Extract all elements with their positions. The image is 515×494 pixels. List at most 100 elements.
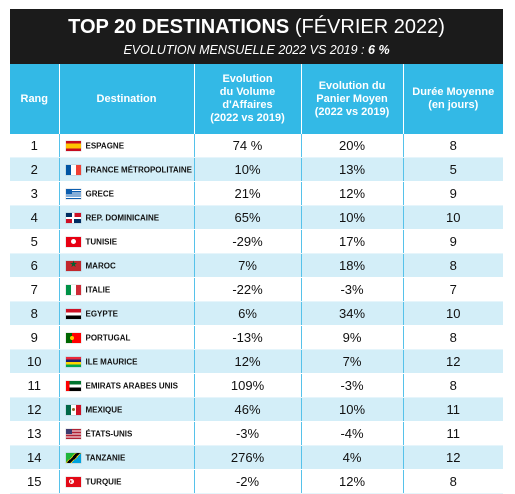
duration-cell: 8 xyxy=(403,373,503,398)
col-header-volume: Evolution du Volume d'Affaires (2022 vs … xyxy=(194,64,302,134)
volume-cell: -13% xyxy=(194,325,302,350)
table-row: 8 EGYPTE 6% 34% 10 xyxy=(10,301,503,326)
volume-cell: 276% xyxy=(194,445,302,470)
destination-cell: MEXIQUE xyxy=(59,397,195,422)
flag-italy-icon xyxy=(65,284,81,295)
destination-cell: ITALIE xyxy=(59,277,195,302)
volume-cell: 109% xyxy=(194,373,302,398)
header-row: Rang Destination Evolution du Volume d'A… xyxy=(10,64,503,134)
flag-greece-icon xyxy=(65,188,81,199)
flag-portugal-icon xyxy=(65,332,81,343)
table-row: 9 PORTUGAL -13% 9% 8 xyxy=(10,325,503,350)
rank-cell: 1 xyxy=(10,134,60,158)
duration-cell: 8 xyxy=(403,253,503,278)
rank-cell: 2 xyxy=(10,157,60,182)
basket-cell: -4% xyxy=(301,421,404,446)
flag-egypt-icon xyxy=(65,308,81,319)
rank-cell: 13 xyxy=(10,421,60,446)
table-row: 15 TURQUIE -2% 12% 8 xyxy=(10,469,503,494)
flag-morocco-icon xyxy=(65,259,81,271)
destination-name: GRECE xyxy=(85,189,114,198)
destination-name: ÉTATS-UNIS xyxy=(85,429,133,438)
rank-cell: 15 xyxy=(10,469,60,494)
title-banner: TOP 20 DESTINATIONS (FÉVRIER 2022) EVOLU… xyxy=(10,9,503,64)
table-row: 1 ESPAGNE 74 % 20% 8 xyxy=(10,134,503,158)
title-main: TOP 20 DESTINATIONS xyxy=(68,16,290,38)
volume-cell: -22% xyxy=(194,277,302,302)
basket-cell: 9% xyxy=(301,325,404,350)
volume-cell: -29% xyxy=(194,229,302,254)
duration-cell: 9 xyxy=(403,229,503,254)
destination-cell: TANZANIE xyxy=(59,445,195,470)
destination-cell: TURQUIE xyxy=(59,469,195,494)
destination-cell: MAROC xyxy=(59,253,195,278)
rank-cell: 3 xyxy=(10,181,60,206)
destination-name: TUNISIE xyxy=(85,237,118,246)
flag-france-icon xyxy=(65,164,81,175)
rank-cell: 10 xyxy=(10,349,60,374)
rank-cell: 4 xyxy=(10,205,60,230)
duration-cell: 10 xyxy=(403,205,503,230)
table-row: 3 GRECE 21% 12% 9 xyxy=(10,181,503,206)
destinations-table: Rang Destination Evolution du Volume d'A… xyxy=(10,64,503,494)
destination-cell: EMIRATS ARABES UNIS xyxy=(59,373,195,398)
flag-tunisia-icon xyxy=(65,236,81,247)
duration-cell: 11 xyxy=(403,421,503,446)
basket-cell: 10% xyxy=(301,397,404,422)
table-body: 1 ESPAGNE 74 % 20% 8 2 FRANCE MÉTROPOLITAINE 10… xyxy=(10,134,503,494)
basket-cell: 34% xyxy=(301,301,404,326)
table-row: 4 REP. DOMINICAINE 65% 10% 10 xyxy=(10,205,503,230)
destination-name: ESPAGNE xyxy=(85,141,125,150)
flag-mauritius-icon xyxy=(65,356,81,367)
table-row: 2 FRANCE MÉTROPOLITAINE 10% 13% 5 xyxy=(10,157,503,182)
destination-cell: ESPAGNE xyxy=(59,134,195,158)
table-row: 5 TUNISIE -29% 17% 9 xyxy=(10,229,503,254)
basket-cell: 17% xyxy=(301,229,404,254)
rank-cell: 12 xyxy=(10,397,60,422)
basket-cell: -3% xyxy=(301,373,404,398)
rank-cell: 7 xyxy=(10,277,60,302)
destination-name: FRANCE MÉTROPOLITAINE xyxy=(85,165,193,174)
table-row: 7 ITALIE -22% -3% 7 xyxy=(10,277,503,302)
duration-cell: 8 xyxy=(403,134,503,158)
col-header-basket: Evolution du Panier Moyen (2022 vs 2019) xyxy=(301,64,404,134)
duration-cell: 8 xyxy=(403,469,503,494)
destination-cell: FRANCE MÉTROPOLITAINE xyxy=(59,157,195,182)
duration-cell: 7 xyxy=(403,277,503,302)
rank-cell: 8 xyxy=(10,301,60,326)
subtitle-label: EVOLUTION MENSUELLE 2022 VS 2019 : xyxy=(123,43,365,57)
flag-usa-icon xyxy=(65,428,81,439)
table-header: Rang Destination Evolution du Volume d'A… xyxy=(10,64,503,134)
duration-cell: 8 xyxy=(403,325,503,350)
table-row: 12 MEXIQUE 46% 10% 11 xyxy=(10,397,503,422)
volume-cell: 46% xyxy=(194,397,302,422)
destination-name: REP. DOMINICAINE xyxy=(85,213,160,222)
destination-name: ITALIE xyxy=(85,285,111,294)
destination-cell: TUNISIE xyxy=(59,229,195,254)
basket-cell: 4% xyxy=(301,445,404,470)
volume-cell: 7% xyxy=(194,253,302,278)
destination-name: MEXIQUE xyxy=(85,405,123,414)
basket-cell: 7% xyxy=(301,349,404,374)
basket-cell: -3% xyxy=(301,277,404,302)
destination-name: TURQUIE xyxy=(85,477,122,486)
table-row: 6 MAROC 7%18%8 xyxy=(10,253,503,278)
destination-name: MAROC xyxy=(85,261,116,270)
rank-cell: 5 xyxy=(10,229,60,254)
col-header-duration: Durée Moyenne (en jours) xyxy=(403,64,503,134)
volume-cell: -3% xyxy=(194,421,302,446)
basket-cell: 12% xyxy=(301,469,404,494)
flag-mexico-icon xyxy=(65,404,81,415)
flag-turkey-icon xyxy=(65,476,81,487)
rank-cell: 6 xyxy=(10,253,60,278)
destination-name: PORTUGAL xyxy=(85,333,131,342)
volume-cell: 74 % xyxy=(194,134,302,158)
destination-cell: ÉTATS-UNIS xyxy=(59,421,195,446)
volume-cell: 12% xyxy=(194,349,302,374)
volume-cell: 10% xyxy=(194,157,302,182)
duration-cell: 11 xyxy=(403,397,503,422)
destination-name: ILE MAURICE xyxy=(85,357,138,366)
destination-name: TANZANIE xyxy=(85,453,126,462)
flag-uae-icon xyxy=(65,380,81,391)
destination-cell: ILE MAURICE xyxy=(59,349,195,374)
